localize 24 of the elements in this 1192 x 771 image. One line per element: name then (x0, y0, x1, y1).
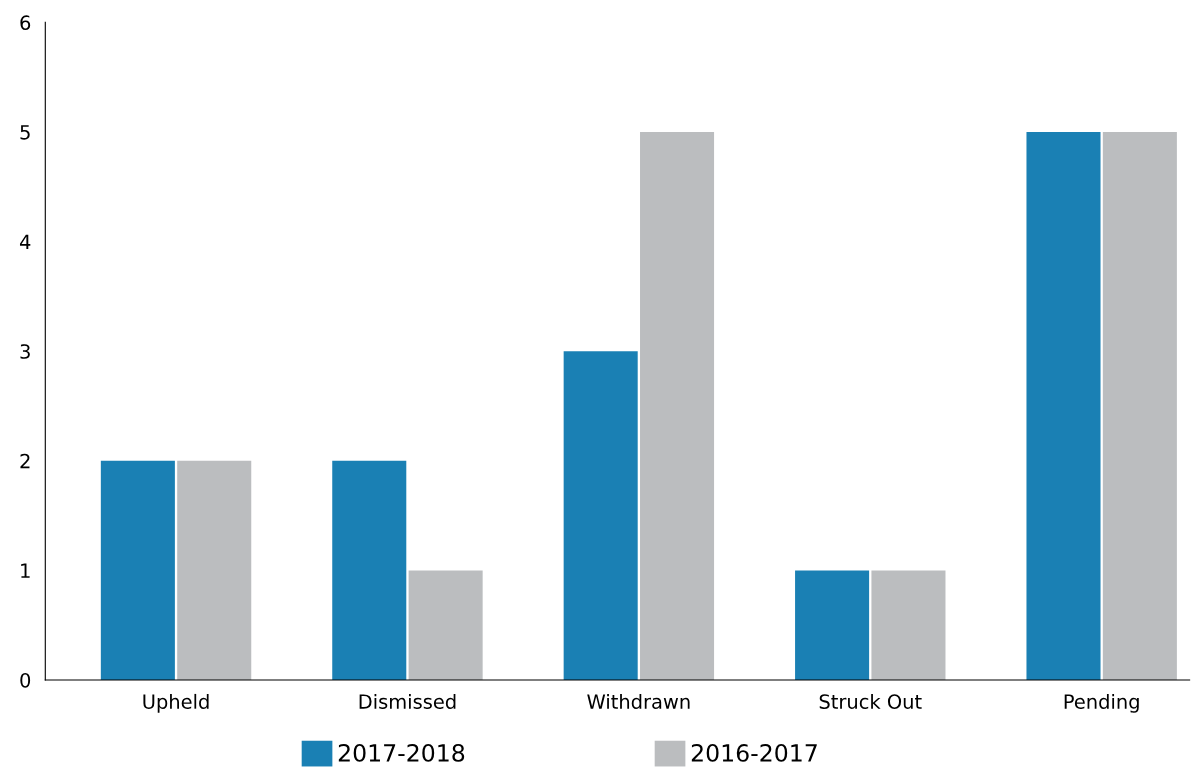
bar (1102, 131, 1177, 681)
y-tick-label: 3 (20, 344, 30, 359)
bar (795, 570, 870, 681)
bar (177, 460, 252, 681)
bar (100, 460, 175, 681)
legend-label: 2017-2018 (338, 743, 465, 762)
bar (640, 131, 715, 681)
y-tick-label: 6 (20, 15, 31, 31)
y-tick-label: 0 (20, 672, 31, 688)
bar (408, 570, 483, 681)
legend-label: 2016-2017 (691, 743, 817, 762)
y-tick-label: 5 (20, 125, 30, 140)
y-tick-label: 2 (20, 453, 30, 469)
bar (332, 460, 407, 681)
x-tick-label: Struck Out (819, 693, 922, 709)
bar (871, 570, 946, 681)
y-tick-label: 1 (21, 563, 30, 578)
x-tick-label: Upheld (143, 693, 209, 713)
x-tick-label: Withdrawn (587, 693, 690, 709)
x-tick-label: Pending (1064, 693, 1139, 713)
bar (1026, 131, 1101, 681)
x-tick-label: Dismissed (359, 693, 456, 709)
bar (563, 351, 638, 681)
y-tick-label: 4 (19, 234, 31, 249)
